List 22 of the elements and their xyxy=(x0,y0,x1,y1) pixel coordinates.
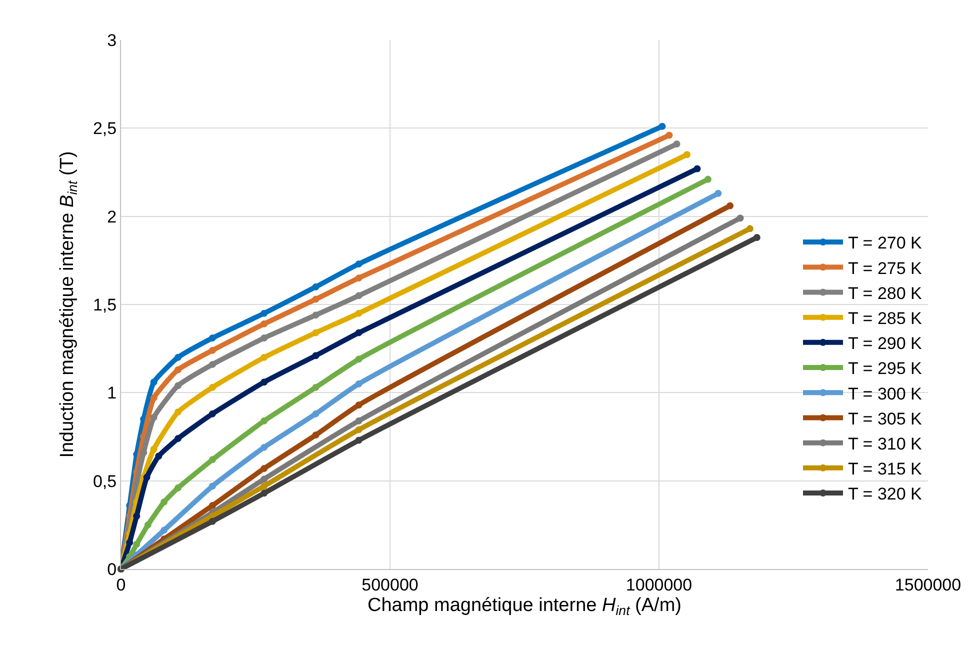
legend-label: T = 290 K xyxy=(848,334,923,354)
x-axis-title: Champ magnétique interne H$_{int}$ (A/m) xyxy=(368,595,682,618)
legend-label: T = 275 K xyxy=(848,258,923,278)
y-tick-label: 2,5 xyxy=(92,119,117,138)
y-tick-label: 3 xyxy=(107,30,117,50)
y-tick-label: 0,5 xyxy=(92,472,117,491)
y-tick-label: 1,5 xyxy=(92,295,117,314)
legend-label: T = 300 K xyxy=(848,384,923,404)
legend-label: T = 270 K xyxy=(848,234,923,253)
y-tick-label: 0 xyxy=(107,560,117,579)
legend-label: T = 320 K xyxy=(848,484,923,504)
x-tick-label: 1500000 xyxy=(894,575,962,594)
legend-label: T = 310 K xyxy=(848,434,923,454)
legend-label: T = 295 K xyxy=(848,359,923,378)
x-tick-label: 500000 xyxy=(362,575,418,594)
legend-label: T = 305 K xyxy=(848,409,923,428)
legend-label: T = 285 K xyxy=(848,308,923,328)
x-tick-label: 1000000 xyxy=(626,575,692,594)
legend-label: T = 280 K xyxy=(848,284,923,303)
legend-label: T = 315 K xyxy=(848,460,923,479)
y-tick-label: 1 xyxy=(107,384,117,403)
y-tick-label: 2 xyxy=(107,207,117,226)
